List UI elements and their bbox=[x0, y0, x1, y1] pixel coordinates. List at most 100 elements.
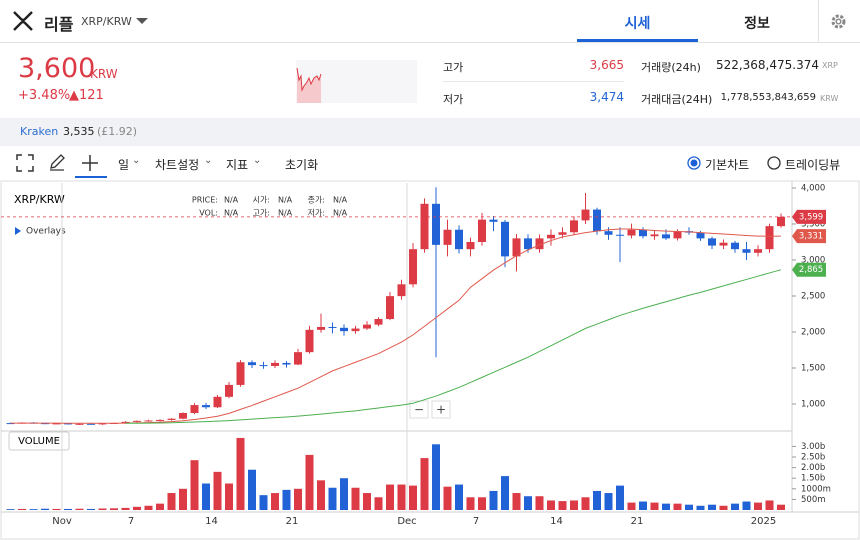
turnover-24h: 1,778,553,843,659 bbox=[720, 92, 816, 103]
divider bbox=[818, 0, 819, 42]
price-tag-label: 2,865 bbox=[799, 265, 823, 275]
zoom-in-label[interactable]: + bbox=[436, 403, 446, 417]
volume-bar bbox=[29, 509, 38, 510]
volume-bar bbox=[581, 497, 590, 510]
volume-bar bbox=[305, 454, 314, 510]
volume-tick-label: 500m bbox=[801, 495, 826, 505]
candle-body bbox=[340, 327, 348, 332]
info-value: N/A bbox=[333, 209, 348, 218]
candle-body bbox=[282, 362, 291, 365]
turnover-unit: KRW bbox=[820, 94, 839, 103]
coin-name: 리플 bbox=[44, 15, 74, 34]
dropdown[interactable] bbox=[135, 17, 149, 25]
volume-bar bbox=[754, 502, 762, 510]
info-label: 저가: bbox=[308, 209, 325, 218]
tab[interactable]: 정보 bbox=[744, 16, 770, 32]
volume-bar bbox=[87, 508, 95, 510]
volume-unit: XRP bbox=[822, 61, 838, 70]
candle-body bbox=[225, 384, 233, 397]
x-tick-label: 14 bbox=[205, 516, 218, 527]
info-label: PRICE: bbox=[192, 196, 218, 205]
candle-body bbox=[650, 234, 659, 237]
volume-bar bbox=[616, 485, 624, 510]
high: 3,665 bbox=[589, 58, 624, 72]
candle-body bbox=[386, 296, 394, 320]
y-tick-label: 1,000 bbox=[801, 400, 825, 410]
volume-bar bbox=[282, 489, 291, 510]
candle-body bbox=[98, 423, 107, 425]
volume-bar bbox=[294, 488, 302, 510]
candle-body bbox=[133, 420, 141, 422]
mode-label[interactable]: 기본차트 bbox=[705, 158, 750, 172]
fullscreen-icon[interactable] bbox=[16, 154, 34, 172]
chart-settings[interactable]: 차트설정 bbox=[155, 158, 200, 172]
volume-bar bbox=[75, 508, 84, 510]
volume-bar bbox=[340, 478, 348, 510]
turnover-label: 거래대금(24H) bbox=[641, 93, 713, 106]
tab[interactable]: 시세 bbox=[624, 16, 651, 32]
volume-bar bbox=[719, 505, 728, 510]
x-tick-label: 7 bbox=[473, 516, 479, 527]
volume-bar bbox=[455, 484, 463, 510]
volume-bar bbox=[167, 493, 176, 510]
volume-bar bbox=[501, 476, 509, 510]
volume-title: VOLUME bbox=[18, 436, 60, 447]
exchange-price: 3,535 bbox=[63, 125, 95, 138]
radio[interactable] bbox=[767, 156, 781, 170]
overlays-label[interactable]: Overlays bbox=[26, 227, 66, 237]
volume-bar bbox=[777, 504, 785, 510]
change: ▲121 bbox=[69, 88, 104, 103]
x-tick-label: 21 bbox=[286, 516, 299, 527]
candle-body bbox=[777, 216, 785, 227]
candle-body bbox=[75, 423, 84, 425]
candle-body bbox=[52, 423, 61, 425]
candle-body bbox=[731, 242, 739, 250]
candle-body bbox=[363, 324, 371, 329]
volume-box bbox=[8, 431, 70, 451]
volume-bar bbox=[558, 501, 567, 510]
crosshair-icon[interactable] bbox=[81, 154, 99, 172]
zoom-out-label[interactable]: − bbox=[414, 403, 424, 417]
radio[interactable] bbox=[687, 156, 701, 170]
volume-bar bbox=[547, 500, 555, 510]
currency: KRW bbox=[90, 67, 118, 81]
candle-body bbox=[627, 229, 636, 236]
draw-icon[interactable] bbox=[48, 153, 66, 171]
volume-bar bbox=[489, 490, 498, 510]
candle-body bbox=[305, 329, 314, 353]
volume-bar bbox=[133, 506, 141, 510]
exchange-gbp: (£1.92) bbox=[97, 125, 138, 138]
volume-bar bbox=[374, 497, 383, 510]
candle-body bbox=[466, 241, 475, 250]
x-tick-label: 2025 bbox=[751, 516, 776, 527]
volume-bar bbox=[6, 509, 15, 510]
candle-body bbox=[328, 326, 337, 328]
interval[interactable]: 일 bbox=[118, 158, 130, 172]
overlays-arrow[interactable] bbox=[15, 227, 21, 235]
mode-label[interactable]: 트레이딩뷰 bbox=[785, 158, 841, 172]
info-label: VOL: bbox=[199, 209, 218, 218]
volume-bar bbox=[397, 484, 406, 510]
volume-bar bbox=[662, 503, 670, 510]
zoom-in[interactable] bbox=[431, 400, 451, 419]
volume-bar bbox=[317, 480, 325, 510]
chart: XRP/KRW Overlays VOLUME − + PRICE: N/A 시가:… bbox=[0, 180, 860, 540]
volume-bar bbox=[650, 502, 659, 510]
reset[interactable]: 초기화 bbox=[285, 158, 319, 172]
volume-bar bbox=[110, 508, 118, 510]
candle-body bbox=[432, 203, 440, 245]
y-tick-label: 3,500 bbox=[801, 219, 825, 229]
info-label: 종가: bbox=[308, 196, 325, 205]
volume-bar bbox=[259, 495, 268, 510]
exchange-name[interactable]: Kraken bbox=[20, 125, 59, 138]
indicators[interactable]: 지표 bbox=[226, 158, 249, 172]
volume-bar bbox=[535, 496, 544, 510]
candle-body bbox=[662, 234, 670, 239]
volume-bar bbox=[328, 487, 337, 510]
candle-body bbox=[294, 352, 302, 365]
x-tick-label: Nov bbox=[52, 516, 72, 527]
volume-tick-label: 1000m bbox=[801, 484, 831, 494]
volume-bar bbox=[248, 469, 256, 510]
y-tick-label: 2,000 bbox=[801, 327, 825, 337]
settings-icon[interactable] bbox=[830, 13, 847, 30]
